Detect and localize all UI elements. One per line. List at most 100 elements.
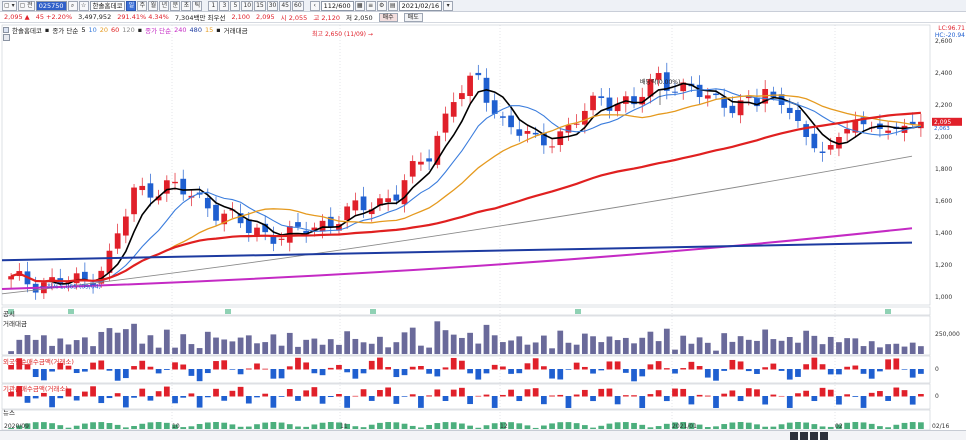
calendar-icon[interactable]: ▤ — [387, 0, 398, 11]
scroll-bar[interactable] — [0, 430, 966, 440]
candle-body — [672, 91, 678, 93]
trade-value-bar — [885, 344, 891, 354]
period-second-button[interactable]: 초 — [181, 0, 192, 11]
institution-flow-bar — [41, 392, 47, 397]
institution-flow-bar — [221, 396, 228, 401]
institution-flow-bar — [467, 396, 473, 405]
high-price: 고 2,120 — [313, 14, 340, 22]
legend-toggle-icon[interactable] — [3, 26, 9, 33]
news-bar — [729, 422, 736, 429]
y-tick-label: 2,000 — [935, 134, 952, 141]
foreign-flow-bar — [434, 369, 441, 377]
institution-flow-bar — [696, 394, 703, 397]
stock-name-field[interactable]: 한솔홈데코 — [89, 0, 126, 11]
candle-body — [721, 96, 728, 108]
institution-flow-bar — [385, 387, 392, 397]
foreign-flow-bar — [213, 361, 219, 370]
scroll-first-icon[interactable] — [790, 432, 798, 440]
trade-value-bar — [163, 329, 170, 354]
chart-area[interactable]: 2,600 2,400 2,200 2,000 1,800 1,600 1,400 1,200… — [0, 23, 966, 430]
foreign-flow-bar — [836, 369, 842, 375]
candle-body — [245, 219, 252, 233]
settings-icon[interactable]: ⚙ — [376, 0, 387, 11]
pane-title-trade-value: 거래대금 — [3, 320, 27, 328]
foreign-flow-bar — [204, 369, 211, 374]
news-bar — [188, 426, 195, 429]
chart-options-icon[interactable] — [3, 34, 10, 41]
trade-value-bar — [909, 342, 916, 354]
legend-ma240: 240 — [174, 25, 187, 34]
foreign-flow-bar — [475, 369, 482, 380]
trade-value-bar — [352, 338, 359, 354]
trade-value-bar — [573, 344, 580, 354]
foreign-flow-bar — [581, 366, 588, 370]
interval-45-button[interactable]: 45 — [279, 0, 291, 11]
period-year-button[interactable]: 년 — [159, 0, 170, 11]
institution-flow-bar — [73, 396, 80, 401]
institution-flow-bar — [409, 394, 416, 397]
prev-button[interactable]: ‹ — [309, 0, 320, 11]
candle-body — [852, 121, 859, 133]
trade-value-bar — [795, 342, 801, 354]
bookmark-icon[interactable]: ☆ — [78, 0, 89, 11]
interval-60-button[interactable]: 60 — [292, 0, 304, 11]
stock-code-input[interactable]: 025750 — [35, 0, 67, 11]
legend-ma120: 120 — [122, 25, 135, 34]
search-icon[interactable]: ⌕ — [67, 0, 78, 11]
news-bar — [868, 423, 875, 429]
institution-flow-bar — [418, 396, 424, 408]
news-bar — [696, 424, 703, 429]
quote-bar: 2,095 ▲ 45 +2.20% 3,497,952 291.41% 4.34… — [0, 12, 966, 23]
market-select[interactable]: ▢ 전 — [17, 0, 35, 11]
date-field[interactable]: 2021/02/16 — [398, 0, 443, 11]
sub-pane-frame — [1, 355, 931, 384]
trade-value-bar — [754, 340, 760, 354]
y-tick-label: 1,800 — [935, 166, 952, 173]
scroll-prev-icon[interactable] — [800, 432, 808, 440]
news-bar — [508, 422, 514, 429]
buy-button[interactable]: 매수 — [378, 12, 398, 22]
calendar-picker-icon[interactable]: ▾ — [443, 0, 454, 11]
lc-value: LC:96.71 — [938, 25, 965, 32]
trade-value-bar — [385, 347, 392, 354]
period-month-button[interactable]: 월 — [148, 0, 159, 11]
sell-button[interactable]: 매도 — [403, 12, 423, 22]
news-bar — [885, 427, 891, 429]
institution-flow-bar — [540, 396, 547, 405]
candle-body — [139, 185, 146, 191]
scroll-next-icon[interactable] — [810, 432, 818, 440]
interval-1-button[interactable]: 1 — [208, 0, 219, 11]
list-icon[interactable]: ≡ — [365, 0, 376, 11]
grid-icon[interactable]: ▦ — [354, 0, 365, 11]
trade-value-bar — [483, 324, 490, 354]
institution-flow-bar — [114, 393, 121, 397]
scroll-last-icon[interactable] — [820, 432, 828, 440]
foreign-flow-bar — [278, 369, 285, 379]
interval-3-button[interactable]: 3 — [219, 0, 230, 11]
candle-body — [581, 110, 588, 125]
trade-value-bar — [459, 337, 465, 354]
period-week-button[interactable]: 주 — [137, 0, 148, 11]
trade-value-bar — [844, 338, 851, 354]
candle-body — [729, 105, 736, 114]
trade-value-bar — [368, 343, 375, 354]
foreign-flow-bar — [32, 369, 39, 378]
trade-value-bar — [131, 323, 137, 354]
period-tick-button[interactable]: 틱 — [192, 0, 203, 11]
candle-body — [532, 132, 539, 135]
candle-body — [909, 121, 916, 125]
institution-flow-bar — [327, 396, 334, 398]
news-bar — [491, 423, 498, 429]
combo-select[interactable]: ▢ ▾ — [2, 0, 17, 11]
interval-10-button[interactable]: 10 — [241, 0, 254, 11]
interval-30-button[interactable]: 30 — [266, 0, 279, 11]
news-bar — [581, 425, 588, 429]
trade-value-bar — [868, 341, 875, 354]
interval-5-button[interactable]: 5 — [230, 0, 241, 11]
interval-15-button[interactable]: 15 — [254, 0, 266, 11]
news-bar — [631, 422, 637, 429]
period-day-button[interactable]: 일 — [126, 0, 137, 11]
period-minute-button[interactable]: 분 — [170, 0, 181, 11]
count-field[interactable]: 112/600 — [320, 0, 354, 11]
current-price-label: 2,095 — [934, 119, 951, 126]
